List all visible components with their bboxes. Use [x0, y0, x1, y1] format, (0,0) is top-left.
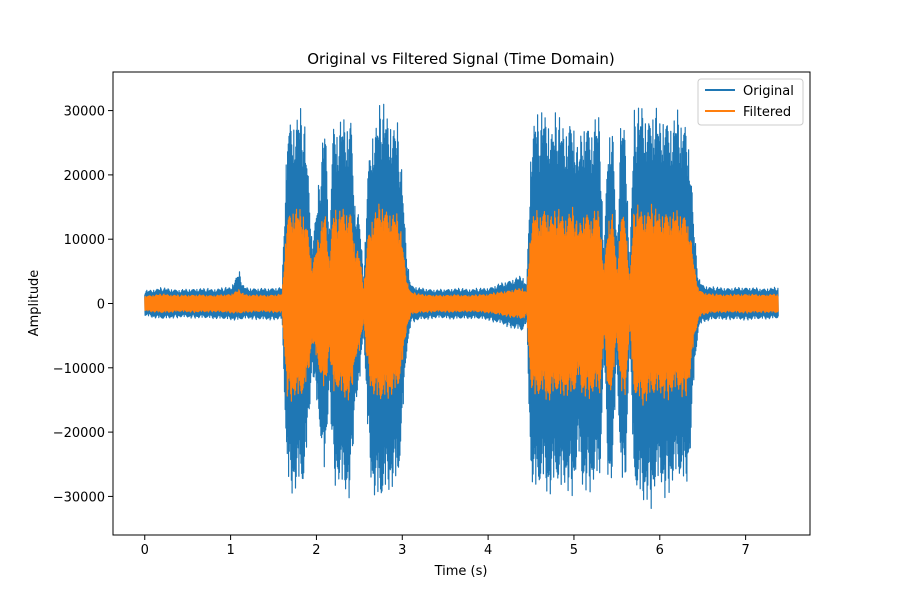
x-axis-label: Time (s)	[434, 564, 488, 579]
x-tick-label: 4	[484, 543, 492, 558]
y-tick-label: 10000	[64, 233, 105, 248]
y-tick-label: 20000	[64, 169, 105, 184]
y-tick-label: 30000	[64, 105, 105, 120]
legend-label-filtered: Filtered	[743, 105, 791, 120]
x-tick-label: 6	[656, 543, 664, 558]
series-layer	[144, 103, 779, 509]
x-axis: 0 1 2 3 4 5 6 7	[141, 535, 750, 558]
x-tick-label: 5	[570, 543, 578, 558]
y-tick-label: −20000	[53, 426, 105, 441]
chart-title: Original vs Filtered Signal (Time Domain…	[307, 50, 615, 68]
y-tick-label: 0	[97, 298, 105, 313]
legend-label-original: Original	[743, 84, 794, 99]
series-line-filtered	[144, 203, 779, 406]
legend: Original Filtered	[697, 78, 804, 126]
x-tick-label: 3	[398, 543, 406, 558]
y-tick-label: −10000	[53, 362, 105, 377]
y-tick-label: −30000	[53, 490, 105, 505]
y-axis: −30000 −20000 −10000 0 10000 20000 30000	[53, 105, 113, 505]
x-tick-label: 7	[741, 543, 749, 558]
y-axis-label: Amplitude	[27, 270, 42, 337]
x-tick-label: 0	[141, 543, 149, 558]
x-tick-label: 1	[226, 543, 234, 558]
x-tick-label: 2	[312, 543, 320, 558]
